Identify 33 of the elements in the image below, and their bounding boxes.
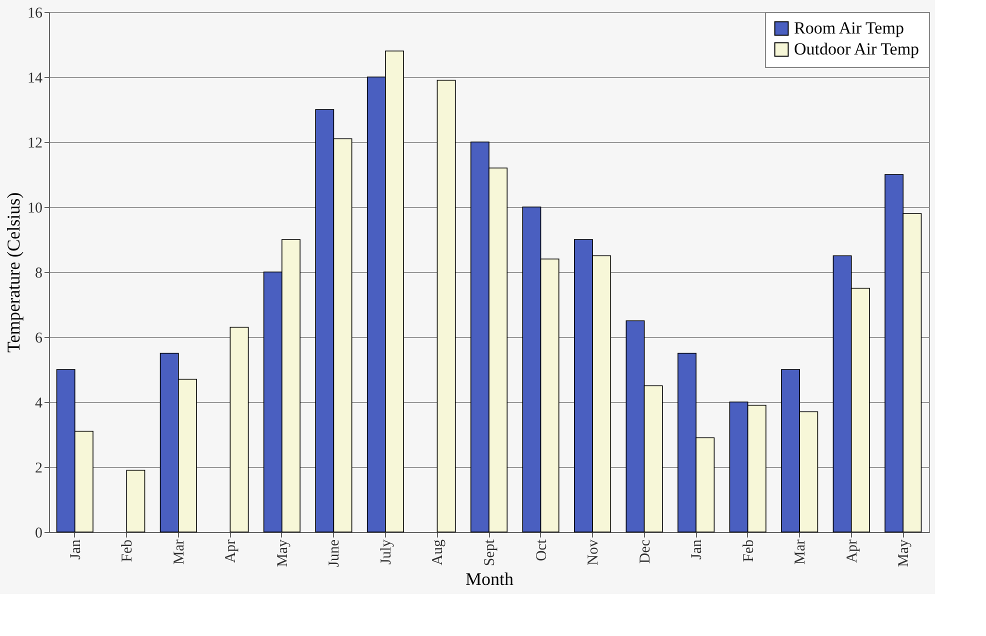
x-tick-label: Jan (689, 539, 706, 560)
y-tick-label: 4 (35, 396, 43, 412)
bar (230, 326, 249, 532)
x-tick-label: Feb (740, 540, 757, 562)
x-tick-label: Oct (534, 538, 550, 562)
x-tick-label: Jan (68, 539, 84, 560)
x-tick-label: June (326, 539, 343, 567)
bar (436, 80, 456, 532)
y-tick-label: 2 (35, 460, 42, 476)
x-tick-label: Nov (586, 539, 602, 566)
y-tick-label: 12 (28, 136, 42, 152)
y-tick-label: 8 (35, 266, 42, 282)
x-axis-title: Month (465, 568, 514, 589)
x-tick-label: Sept (482, 538, 498, 566)
x-tick-label: Dec (637, 539, 654, 564)
x-tick-label: July (378, 539, 394, 565)
x-tick-label: May (896, 539, 912, 567)
y-tick-label: 16 (28, 6, 43, 22)
legend-label: Room Air Temp (794, 18, 904, 38)
x-tick-label: Mar (792, 540, 809, 564)
bar (126, 470, 146, 532)
x-tick-label: Apr (844, 539, 860, 563)
x-tick-label: Apr (223, 539, 240, 563)
x-tick-label: Feb (120, 540, 136, 562)
x-tick-label: Mar (171, 540, 188, 564)
legend-label: Outdoor Air Temp (794, 40, 920, 58)
x-tick-label: May (274, 539, 291, 567)
x-tick-label: Aug (430, 539, 446, 566)
y-axis-title: Temperature (Celsius) (4, 192, 24, 353)
y-tick-label: 10 (28, 200, 42, 216)
y-tick-label: 14 (28, 70, 43, 86)
y-tick-label: 6 (35, 330, 43, 346)
y-tick-label: 0 (35, 526, 42, 542)
